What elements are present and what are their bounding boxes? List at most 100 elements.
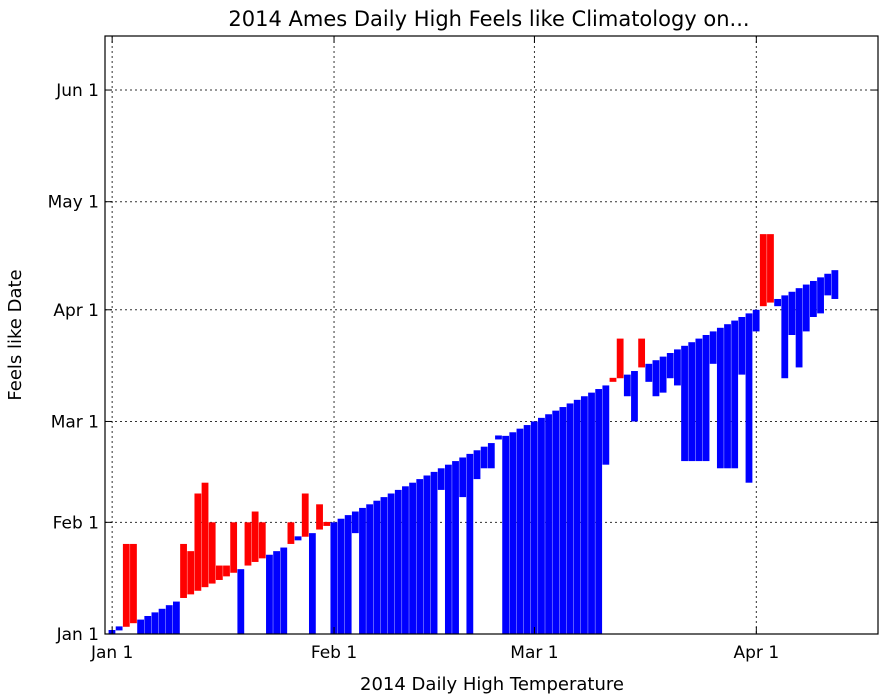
bar bbox=[623, 374, 631, 397]
bar bbox=[337, 518, 345, 634]
bar bbox=[273, 551, 280, 634]
bar bbox=[602, 385, 610, 465]
bar bbox=[487, 443, 495, 469]
bar bbox=[523, 425, 531, 634]
bar bbox=[230, 522, 238, 573]
x-tick-label: Jan 1 bbox=[90, 643, 133, 663]
bar bbox=[223, 565, 230, 577]
bar bbox=[659, 356, 667, 393]
bar bbox=[752, 309, 760, 332]
bar bbox=[122, 543, 130, 627]
bar bbox=[316, 504, 323, 530]
bar bbox=[688, 342, 696, 462]
bar bbox=[810, 280, 817, 317]
chart-title: 2014 Ames Daily High Feels like Climatol… bbox=[228, 7, 749, 31]
bar bbox=[817, 277, 824, 314]
bar bbox=[745, 313, 753, 483]
bar bbox=[652, 360, 660, 397]
bar bbox=[545, 414, 552, 634]
x-axis-ticks: Jan 1 Feb 1 Mar 1 Apr 1 bbox=[90, 36, 779, 663]
bar bbox=[308, 533, 316, 634]
bar bbox=[330, 522, 338, 634]
bar bbox=[738, 316, 746, 375]
bar bbox=[452, 461, 459, 634]
bar bbox=[788, 291, 796, 335]
bar bbox=[795, 288, 803, 368]
bar bbox=[759, 234, 767, 307]
bar bbox=[802, 284, 810, 332]
bar bbox=[387, 493, 395, 634]
bar bbox=[144, 615, 152, 634]
bar bbox=[366, 504, 374, 634]
bar bbox=[151, 612, 159, 634]
bar bbox=[645, 363, 653, 382]
bar bbox=[595, 389, 603, 634]
bar bbox=[495, 435, 502, 440]
bar bbox=[215, 565, 223, 580]
bar bbox=[716, 327, 724, 469]
bar bbox=[580, 396, 588, 634]
bar bbox=[831, 270, 839, 299]
x-tick-label: Feb 1 bbox=[311, 643, 357, 663]
bar bbox=[437, 468, 445, 490]
bar bbox=[344, 515, 352, 634]
bar bbox=[509, 432, 517, 634]
bar bbox=[824, 273, 832, 296]
bar bbox=[237, 569, 245, 634]
grid bbox=[105, 36, 878, 635]
y-tick-label: Mar 1 bbox=[51, 412, 99, 432]
bar bbox=[709, 331, 717, 364]
bar bbox=[409, 482, 416, 634]
bar bbox=[180, 543, 187, 598]
y-axis-ticks: Jan 1 Feb 1 Mar 1 Apr 1 May 1 Jun 1 bbox=[48, 81, 878, 645]
bar bbox=[287, 522, 295, 544]
bar bbox=[380, 497, 388, 634]
bars bbox=[108, 234, 839, 634]
bar bbox=[444, 464, 452, 634]
bar bbox=[724, 324, 731, 469]
bar bbox=[201, 482, 209, 588]
bar bbox=[244, 522, 252, 566]
bar bbox=[402, 486, 409, 634]
bar bbox=[294, 536, 302, 541]
bar bbox=[559, 407, 567, 634]
bar bbox=[781, 295, 789, 379]
bar bbox=[430, 471, 438, 634]
bar bbox=[609, 377, 617, 382]
x-tick-label: Apr 1 bbox=[734, 643, 780, 663]
plot-frame bbox=[104, 35, 879, 635]
bar bbox=[666, 353, 674, 379]
y-tick-label: Apr 1 bbox=[53, 301, 99, 321]
bar bbox=[172, 601, 180, 634]
bar bbox=[351, 511, 359, 534]
bar bbox=[552, 410, 560, 634]
bar bbox=[767, 234, 774, 303]
y-tick-label: Feb 1 bbox=[53, 513, 99, 533]
bar bbox=[731, 320, 739, 469]
bar bbox=[158, 608, 166, 634]
bar bbox=[702, 335, 710, 462]
bar bbox=[573, 399, 581, 634]
bar bbox=[137, 619, 145, 634]
bar bbox=[187, 551, 195, 595]
bar bbox=[480, 446, 488, 469]
y-axis-label: Feels like Date bbox=[5, 269, 26, 400]
bar bbox=[466, 453, 474, 634]
bar bbox=[416, 479, 424, 634]
y-tick-label: Jan 1 bbox=[56, 625, 99, 645]
bar bbox=[502, 435, 510, 634]
x-axis-label: 2014 Daily High Temperature bbox=[360, 674, 624, 695]
bar bbox=[130, 543, 137, 624]
bar bbox=[616, 338, 624, 379]
y-tick-label: May 1 bbox=[48, 193, 99, 213]
bar bbox=[516, 428, 524, 634]
bar bbox=[266, 554, 273, 634]
bar bbox=[588, 392, 595, 634]
bar bbox=[638, 338, 646, 368]
bar bbox=[538, 417, 545, 634]
bar bbox=[208, 522, 216, 584]
bar bbox=[258, 522, 266, 559]
bar bbox=[115, 626, 123, 631]
bar bbox=[674, 349, 681, 386]
